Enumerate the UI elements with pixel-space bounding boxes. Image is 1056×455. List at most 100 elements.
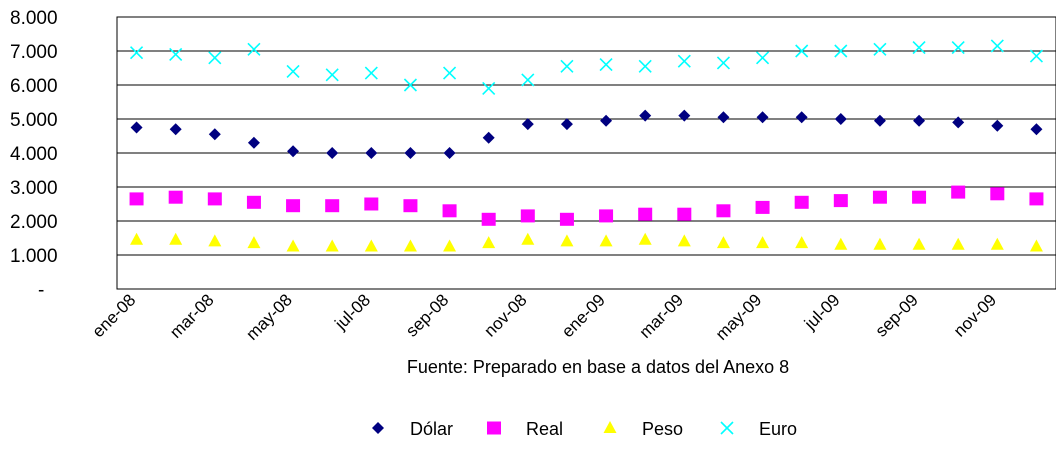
data-point: [442, 204, 457, 218]
y-tick-label: 2.000: [10, 212, 58, 233]
data-point: [795, 44, 809, 58]
legend-marker: [603, 421, 617, 433]
data-point: [990, 187, 1005, 201]
data-point: [756, 236, 770, 249]
data-point: [404, 147, 417, 159]
data-point: [130, 121, 143, 134]
data-point: [991, 119, 1004, 132]
data-point: [599, 234, 613, 247]
data-point: [912, 237, 926, 250]
data-point: [442, 66, 457, 80]
data-point: [599, 209, 614, 223]
data-point: [677, 54, 691, 68]
data-point: [599, 58, 613, 72]
data-point: [208, 51, 222, 65]
data-point: [129, 46, 144, 60]
data-point: [364, 239, 378, 252]
data-point: [638, 59, 652, 73]
y-tick-label: 5.000: [10, 110, 58, 131]
data-point: [677, 234, 691, 247]
data-point: [872, 190, 887, 204]
data-point: [834, 237, 848, 250]
data-point: [873, 114, 886, 127]
data-point: [521, 118, 534, 131]
legend: Dólar Real Peso Euro: [372, 419, 797, 439]
data-point: [990, 39, 1004, 53]
data-point: [560, 118, 573, 131]
data-point: [600, 114, 613, 127]
data-point: [912, 190, 927, 204]
x-tick-label: jul-08: [331, 290, 375, 334]
data-point: [794, 195, 809, 209]
x-tick-label: mar-08: [166, 290, 218, 342]
data-point: [678, 109, 691, 122]
y-tick-label: 4.000: [10, 144, 58, 165]
data-point: [951, 41, 965, 55]
data-point: [755, 200, 770, 214]
x-tick-label: sep-08: [402, 290, 452, 340]
legend-marker: [487, 421, 501, 435]
data-point: [1029, 239, 1043, 252]
legend-item: Peso: [603, 419, 683, 439]
legend-label: Euro: [759, 419, 797, 439]
data-point: [755, 51, 770, 65]
y-tick-label: -: [38, 280, 44, 301]
data-point: [520, 209, 535, 223]
data-point: [207, 192, 222, 206]
legend-item: Euro: [720, 419, 797, 439]
data-point: [717, 111, 730, 124]
data-point: [873, 237, 887, 250]
data-point: [833, 194, 848, 208]
data-point: [287, 145, 300, 158]
data-point: [403, 239, 417, 252]
data-point: [364, 66, 378, 80]
data-point: [560, 59, 574, 73]
x-tick-label: nov-08: [480, 290, 530, 340]
data-point: [912, 41, 926, 55]
x-tick-label: ene-08: [89, 290, 140, 341]
data-point: [952, 116, 965, 129]
legend-marker: [720, 421, 734, 435]
data-point: [168, 190, 183, 204]
data-point: [481, 212, 496, 226]
data-point: [716, 56, 731, 70]
data-point: [443, 239, 457, 252]
data-point: [325, 68, 339, 82]
legend-label: Real: [526, 419, 563, 439]
data-point: [521, 232, 535, 245]
data-point: [286, 64, 300, 78]
data-series: [129, 39, 1044, 252]
data-point: [443, 147, 456, 159]
data-point: [716, 236, 730, 249]
series-square: [129, 185, 1044, 226]
legend-marker: [372, 422, 384, 434]
data-point: [403, 199, 418, 213]
data-point: [559, 212, 574, 226]
data-point: [716, 204, 731, 218]
data-point: [521, 73, 535, 87]
y-tick-label: 6.000: [10, 76, 58, 97]
data-point: [1029, 192, 1044, 206]
data-point: [951, 237, 965, 250]
data-point: [482, 236, 496, 249]
data-point: [247, 136, 260, 149]
x-tick-label: sep-09: [872, 290, 922, 340]
legend-item: Dólar: [372, 419, 453, 439]
data-point: [638, 207, 653, 221]
legend-item: Real: [487, 419, 563, 439]
legend-label: Dólar: [410, 419, 453, 439]
y-tick-label: 3.000: [10, 178, 58, 199]
gridlines: [117, 50, 1056, 256]
y-tick-label: 8.000: [10, 8, 58, 29]
data-point: [639, 109, 652, 122]
data-point: [913, 114, 926, 127]
data-point: [873, 42, 887, 56]
series-diamond: [130, 109, 1043, 159]
data-point: [325, 239, 339, 252]
data-point: [208, 234, 222, 247]
series-x: [129, 39, 1044, 95]
y-axis-ticks: - 1.000 2.000 3.000 4.000 5.000 6.000 7.000 8.00…: [10, 8, 58, 301]
source-note: Fuente: Preparado en base a datos del An…: [407, 357, 789, 377]
series-triangle: [130, 232, 1043, 252]
